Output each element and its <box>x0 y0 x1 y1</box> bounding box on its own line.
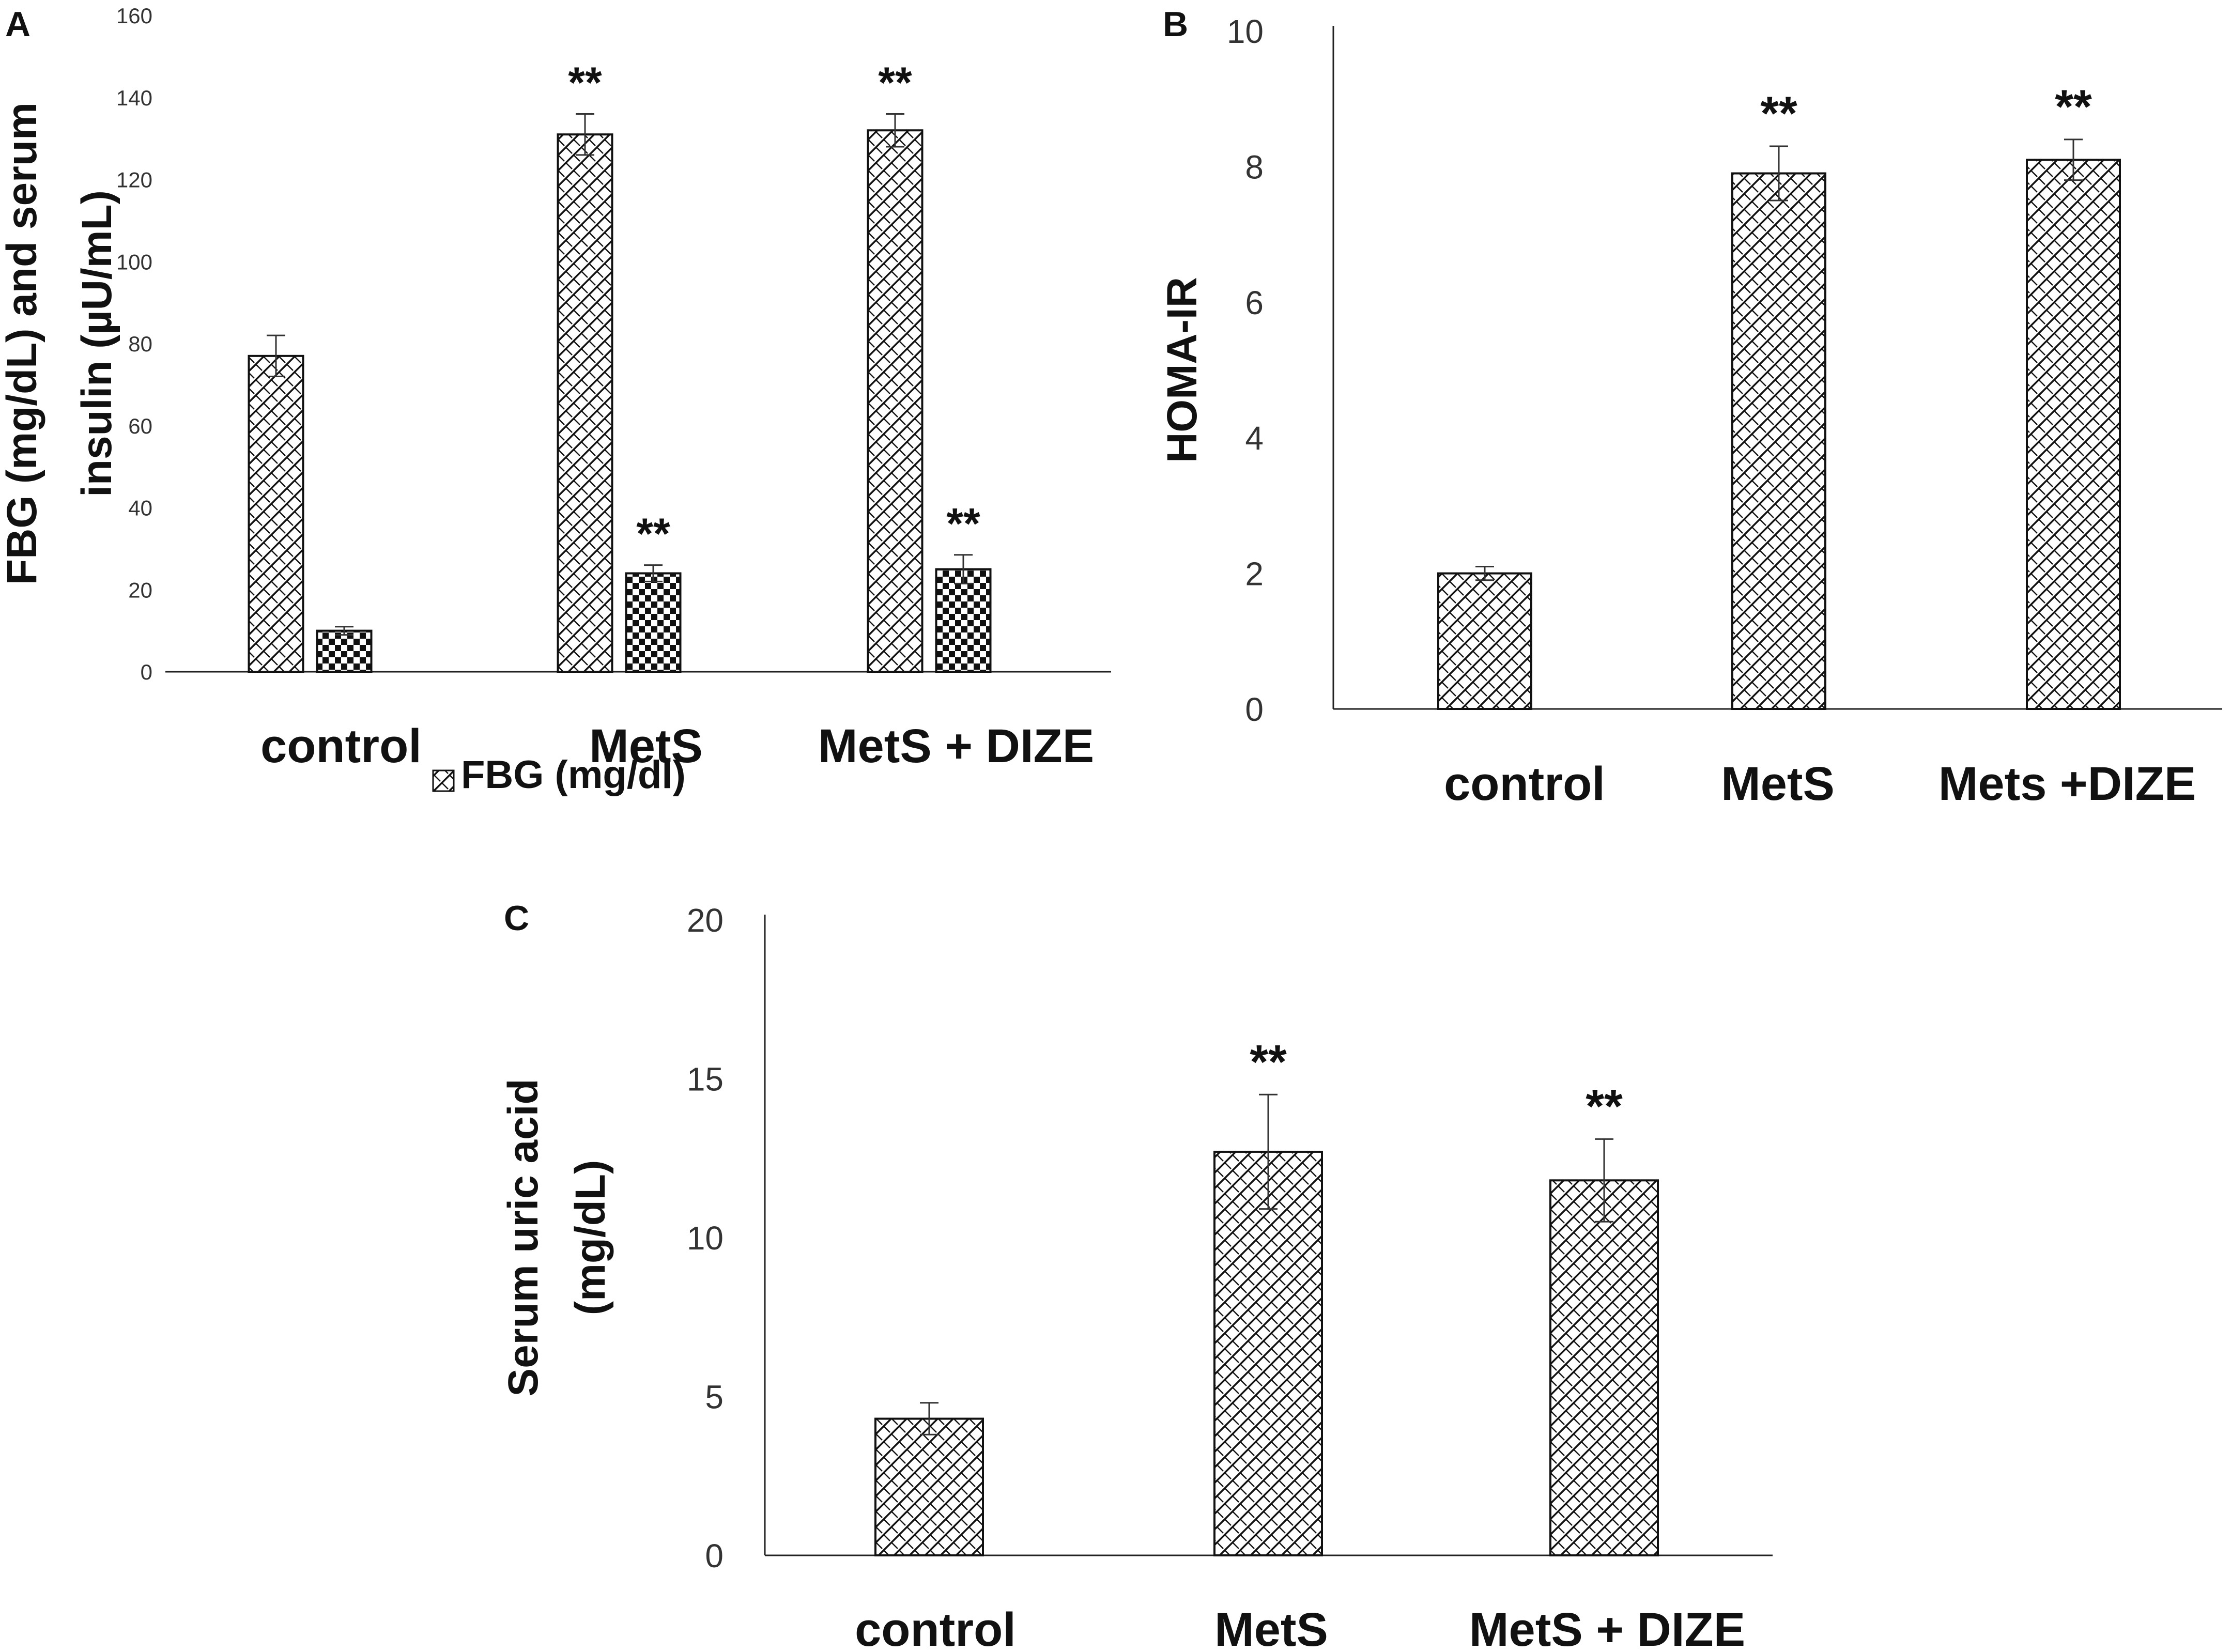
category-label: control <box>260 720 422 773</box>
bar <box>2026 159 2121 710</box>
panel-letter-c: C <box>504 899 529 938</box>
category-label: Mets +DIZE <box>1938 758 2196 810</box>
category-label: MetS <box>1721 758 1835 810</box>
legend-swatch <box>432 769 455 792</box>
y-tick-label: 10 <box>1227 13 1264 50</box>
bar <box>248 354 304 673</box>
category-label: MetS + DIZE <box>818 720 1094 773</box>
y-tick-label: 20 <box>128 578 152 602</box>
y-tick-label: 2 <box>1245 555 1264 593</box>
panel-letter-b: B <box>1163 5 1188 44</box>
category-label: MetS <box>589 720 703 773</box>
y-axis-label: Serum uric acid <box>500 1078 547 1396</box>
y-tick-label: 0 <box>705 1537 724 1574</box>
significance-marker: ** <box>878 58 912 107</box>
bar <box>557 133 613 673</box>
y-tick-label: 10 <box>687 1219 724 1257</box>
y-tick-label: 160 <box>116 4 152 28</box>
y-axis-label: FBG (mg/dL) and serum <box>0 102 45 585</box>
panel-b: B 0 2 4 6 8 10 HOMA-IR control MetS Mets +DIZE ** *… <box>1159 5 2222 810</box>
significance-marker: ** <box>2055 81 2092 133</box>
y-axis-label: insulin (µU/mL) <box>73 190 120 497</box>
y-tick-label: 20 <box>687 902 724 939</box>
y-tick-label: 8 <box>1245 148 1264 186</box>
y-axis-label: HOMA-IR <box>1159 277 1206 463</box>
y-tick-label: 15 <box>687 1061 724 1098</box>
y-tick-label: 0 <box>141 660 152 684</box>
category-label: MetS + DIZE <box>1469 1603 1745 1652</box>
y-tick-label: 40 <box>128 496 152 520</box>
significance-marker: ** <box>1250 1036 1287 1088</box>
bar <box>316 629 373 673</box>
significance-marker: ** <box>568 58 602 107</box>
significance-marker: ** <box>1760 87 1797 140</box>
bar <box>867 129 924 673</box>
y-tick-label: 80 <box>128 332 152 356</box>
bar <box>1731 172 1826 710</box>
y-tick-label: 140 <box>116 86 152 110</box>
category-label: MetS <box>1214 1603 1328 1652</box>
category-label: control <box>855 1603 1016 1652</box>
bar <box>1549 1179 1659 1557</box>
bar <box>874 1417 984 1557</box>
panel-c: C 0 5 10 15 20 Serum uric acid (mg/dL) control M… <box>500 899 1773 1652</box>
y-tick-label: 60 <box>128 414 152 438</box>
significance-marker: ** <box>1586 1080 1623 1133</box>
panel-a: A 0 20 40 60 80 100 120 140 160 FBG (mg/dL) and s… <box>0 4 1111 797</box>
bar <box>1213 1150 1323 1556</box>
y-tick-label: 6 <box>1245 284 1264 321</box>
significance-marker: ** <box>636 510 670 558</box>
y-tick-label: 5 <box>705 1379 724 1416</box>
y-tick-label: 4 <box>1245 420 1264 457</box>
y-tick-label: 120 <box>116 168 152 192</box>
y-tick-label: 100 <box>116 250 152 274</box>
y-tick-label: 0 <box>1245 691 1264 728</box>
panel-letter-a: A <box>5 5 30 44</box>
bar <box>935 568 992 673</box>
bar <box>625 572 682 673</box>
legend-label: FBG (mg/dl) <box>461 753 686 797</box>
bar <box>1437 572 1532 710</box>
significance-marker: ** <box>946 499 980 548</box>
y-axis-label: (mg/dL) <box>567 1160 614 1316</box>
category-label: control <box>1444 758 1605 810</box>
